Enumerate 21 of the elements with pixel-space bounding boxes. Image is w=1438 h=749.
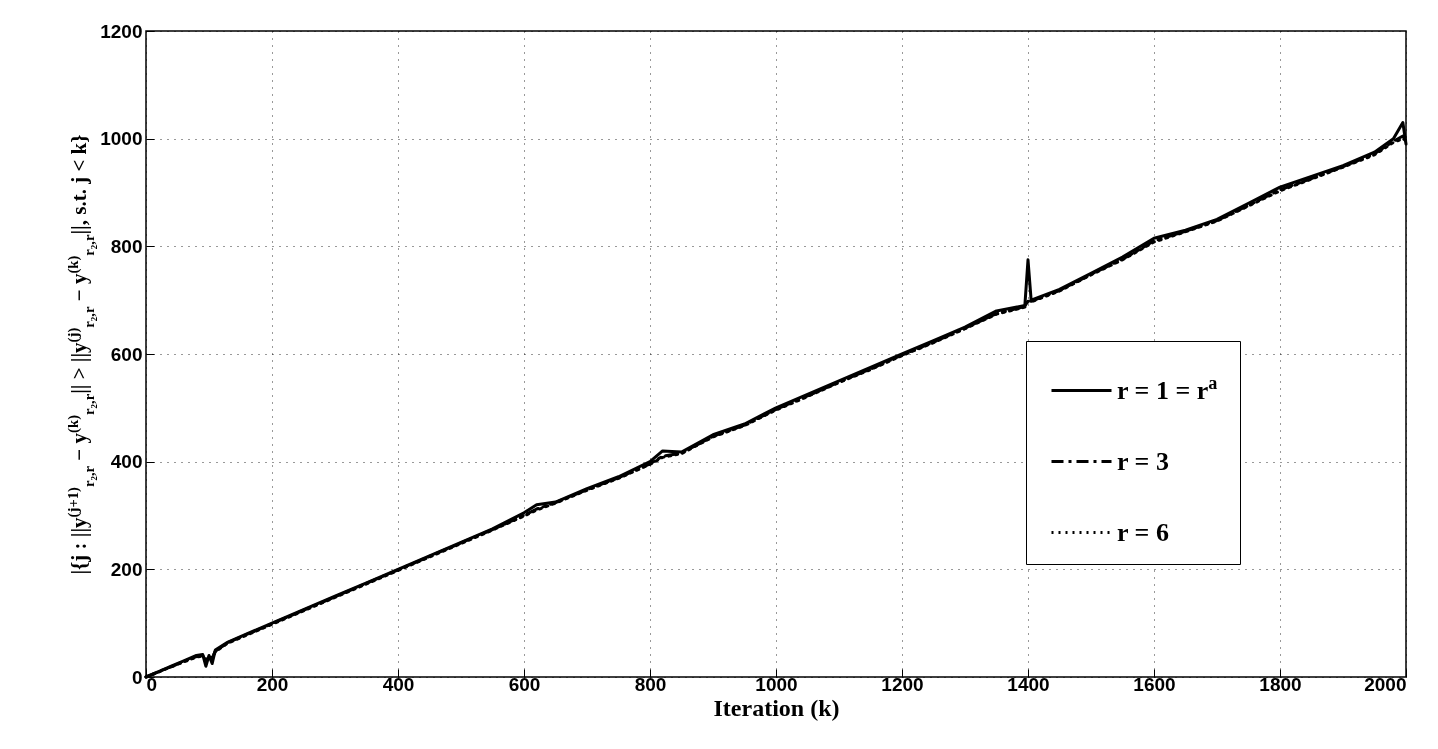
x-tick-label: 1600 <box>1133 673 1176 695</box>
legend-label: r = 3 <box>1117 446 1169 476</box>
y-tick-label: 400 <box>110 451 143 473</box>
x-tick-label: 400 <box>382 673 415 695</box>
legend-label: r = 1 = r$^{a}$ <box>1117 372 1218 405</box>
x-tick-label: 1400 <box>1007 673 1050 695</box>
x-tick-label: 1000 <box>755 673 798 695</box>
x-tick-label: 800 <box>634 673 667 695</box>
x-tick-label: 1200 <box>881 673 924 695</box>
y-tick-label: 600 <box>110 343 143 365</box>
x-tick-label: 2000 <box>1364 673 1407 695</box>
x-tick-label: 1800 <box>1259 673 1302 695</box>
y-tick-label: 1000 <box>100 128 143 150</box>
x-tick-label: 0 <box>146 673 158 695</box>
x-axis-title: Iteration (k) <box>713 694 840 721</box>
x-tick-label: 600 <box>508 673 541 695</box>
y-tick-label: 200 <box>110 558 143 580</box>
legend-label: r = 6 <box>1117 517 1169 547</box>
y-tick-label: 1200 <box>100 20 143 42</box>
x-tick-label: 200 <box>256 673 289 695</box>
y-tick-label: 800 <box>110 235 143 257</box>
